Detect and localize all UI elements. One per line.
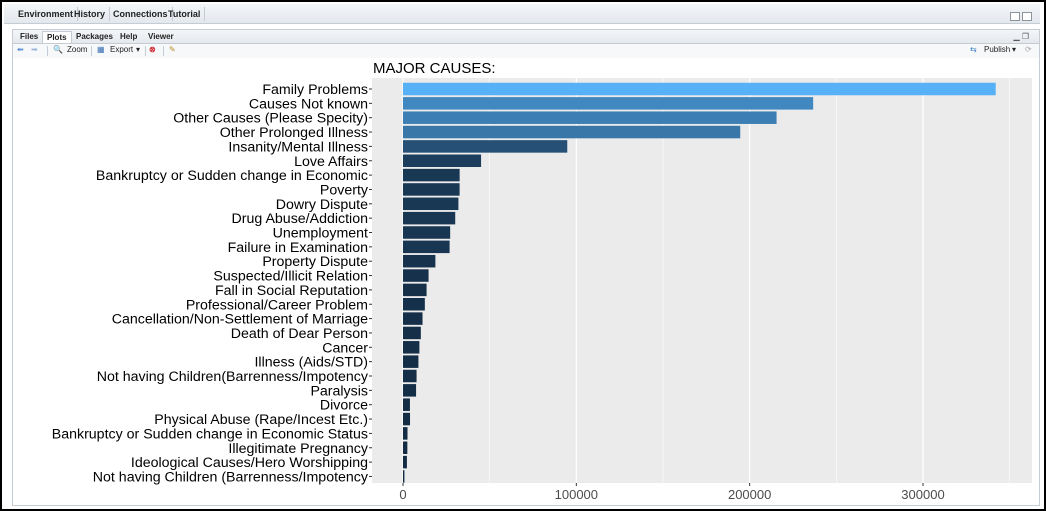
export-button[interactable]: Export (110, 45, 134, 54)
publish-button[interactable]: Publish (984, 45, 1011, 54)
chevron-down-icon[interactable]: ▾ (1012, 45, 1017, 54)
tab-connections[interactable]: Connections (109, 7, 173, 21)
arrow-right-icon[interactable]: ➡ (31, 45, 38, 54)
environment-pane-header: Environment History Connections Tutorial (4, 4, 1040, 24)
tab-help[interactable]: Help (120, 32, 138, 41)
tab-tutorial[interactable]: Tutorial (164, 7, 206, 21)
zoom-button[interactable]: Zoom (67, 45, 88, 54)
refresh-icon[interactable]: ⟳ (1025, 45, 1032, 54)
tab-plots[interactable]: Plots (42, 31, 72, 43)
plots-toolbar: ⬅ ➡ 🔍 Zoom ▦ Export ▾ ⊗ ✎ ⇆ Publish ▾ ⟳ (12, 43, 1040, 59)
maximize-icon[interactable] (1022, 12, 1032, 21)
tab-files[interactable]: Files (20, 32, 39, 41)
tab-environment[interactable]: Environment (14, 7, 79, 21)
tab-viewer[interactable]: Viewer (148, 32, 174, 41)
chevron-down-icon[interactable]: ▾ (136, 45, 141, 54)
pane-controls-icon[interactable]: ▁ ❐ (1013, 32, 1029, 41)
magnifier-icon[interactable]: 🔍 (53, 45, 63, 54)
remove-plot-icon[interactable]: ⊗ (149, 45, 156, 54)
files-pane-header: Files Plots Packages Help Viewer ▁ ❐ (12, 29, 1040, 44)
arrow-left-icon[interactable]: ⬅ (17, 45, 24, 54)
broom-icon[interactable]: ✎ (169, 45, 176, 54)
tab-packages[interactable]: Packages (76, 32, 113, 41)
publish-icon[interactable]: ⇆ (970, 45, 977, 54)
restore-icon[interactable] (1010, 12, 1020, 21)
export-icon[interactable]: ▦ (97, 45, 105, 54)
chart-title: MAJOR CAUSES: (373, 60, 496, 77)
window-controls (1008, 8, 1032, 21)
tab-history[interactable]: History (70, 7, 111, 21)
plot-area (12, 58, 1040, 506)
